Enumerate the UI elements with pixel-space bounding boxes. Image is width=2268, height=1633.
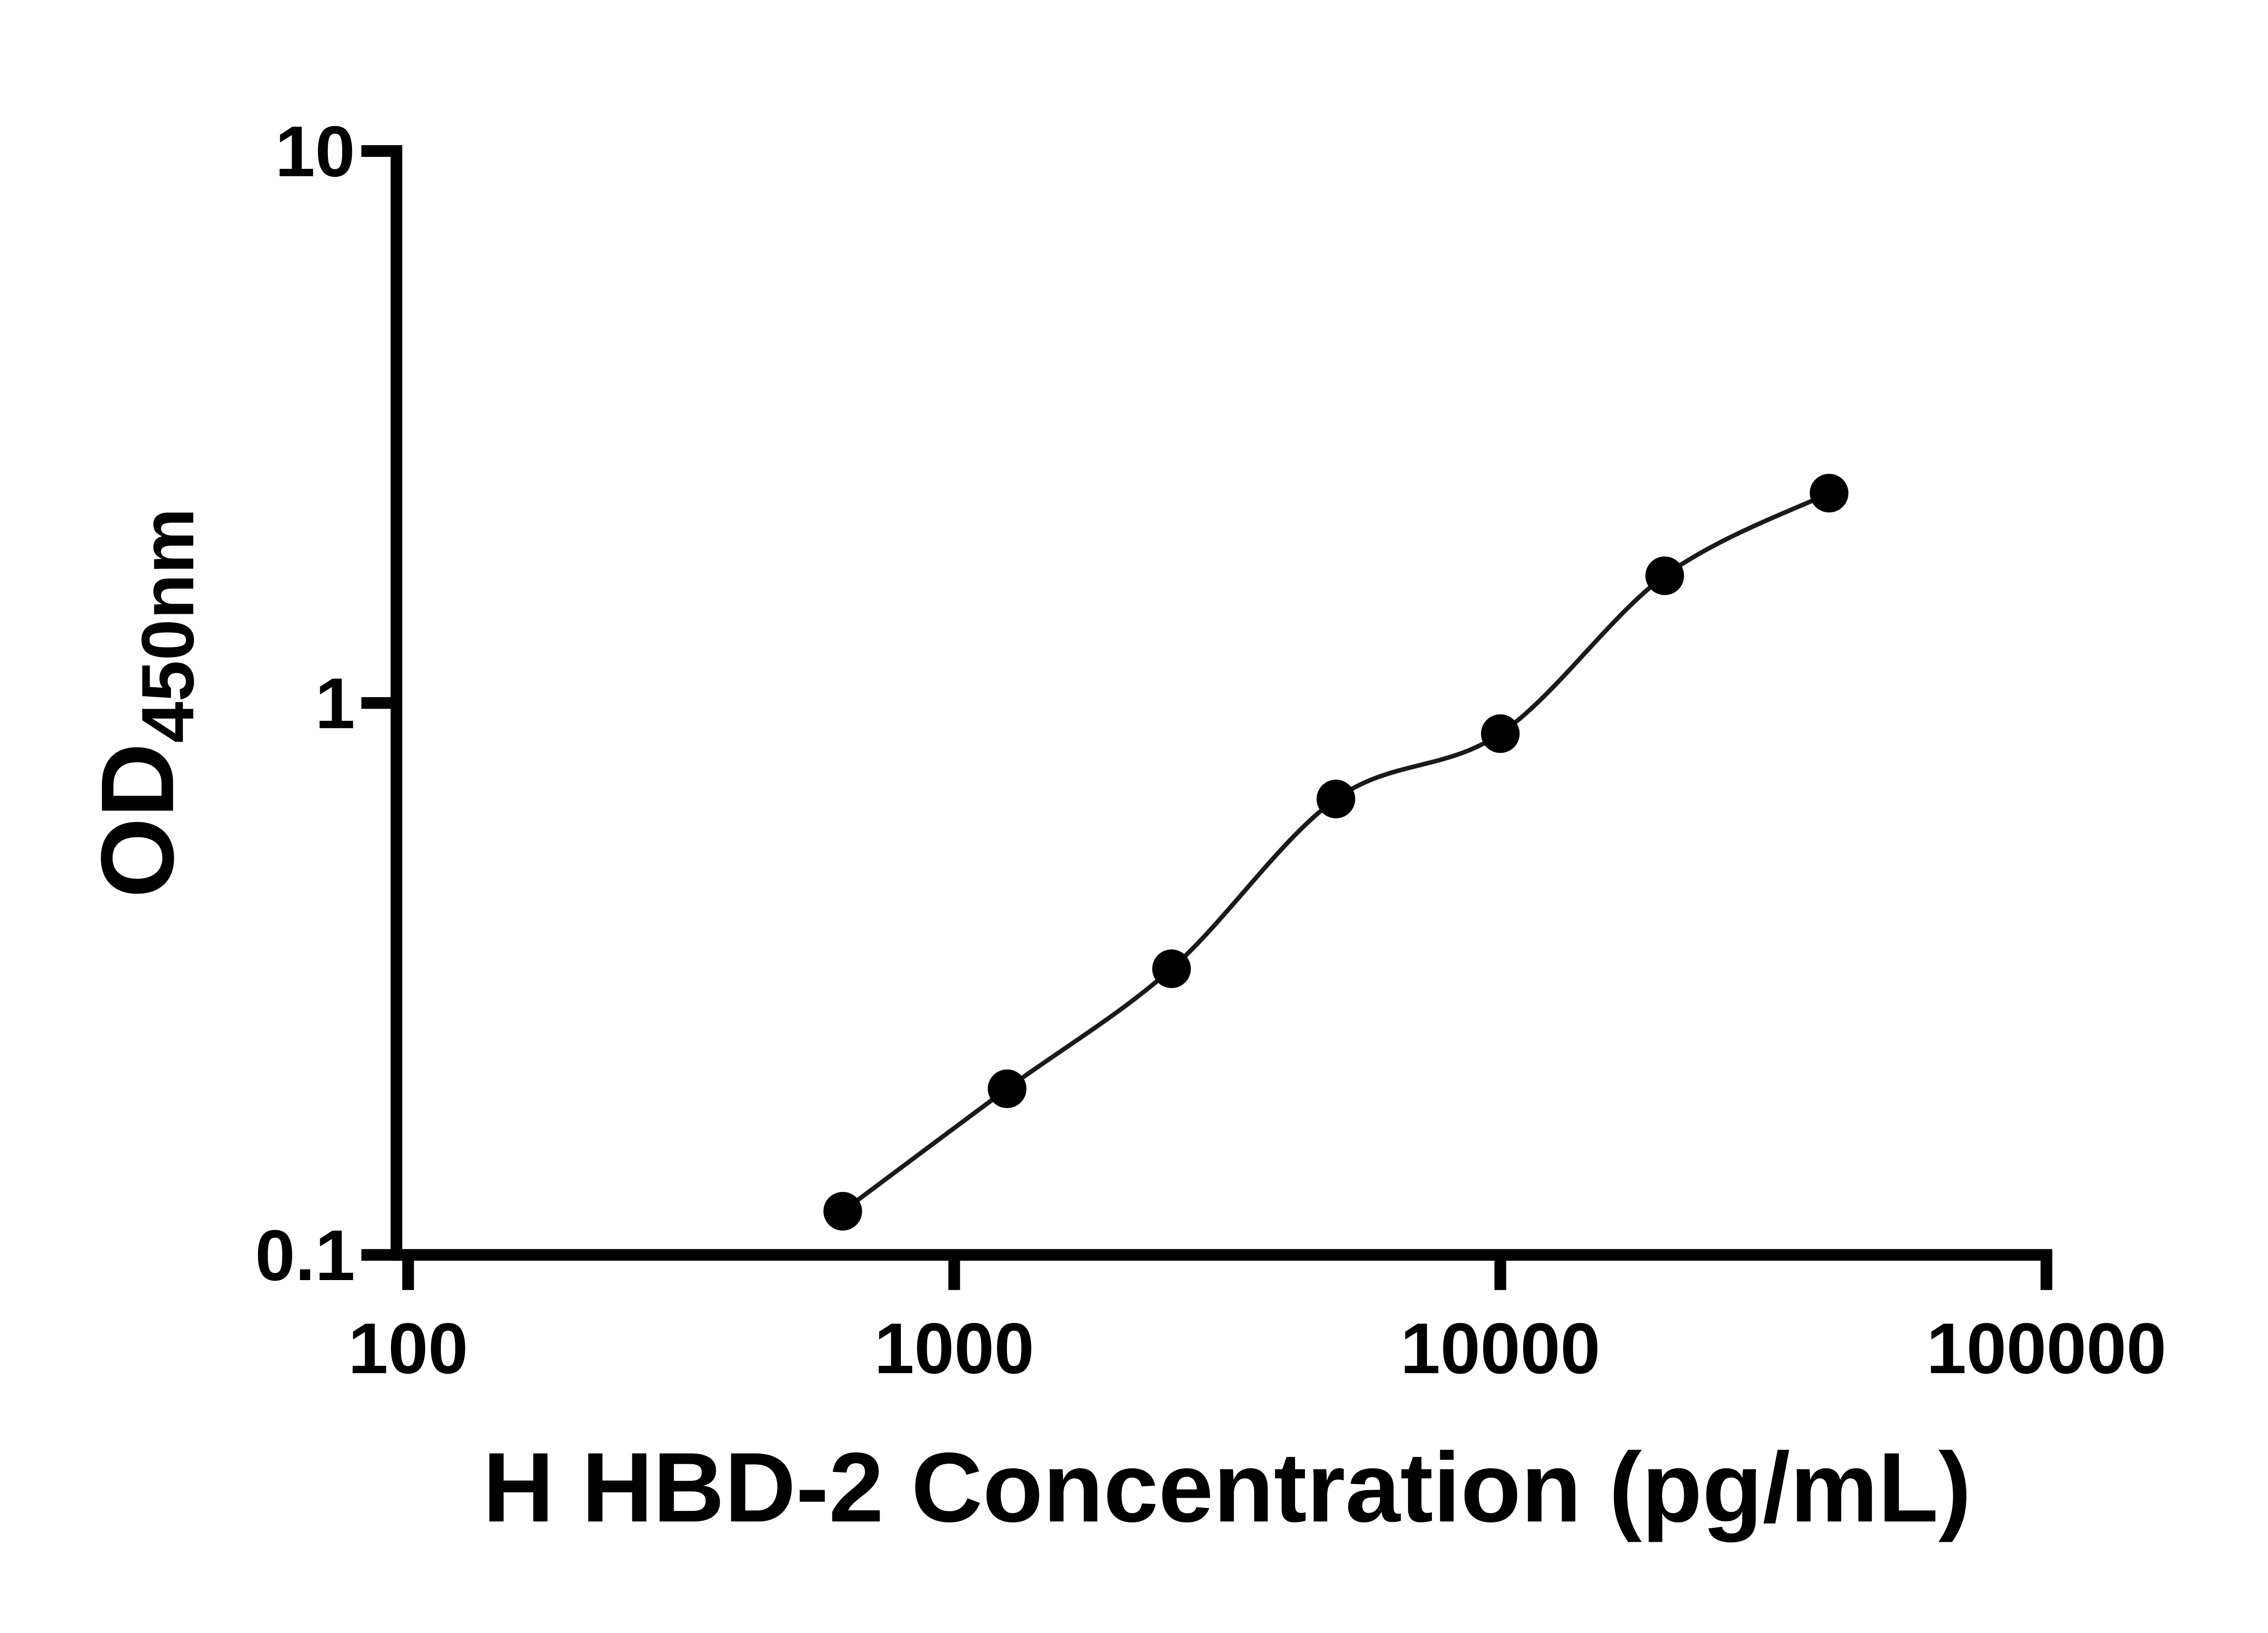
y-tick-label: 1 — [315, 663, 355, 743]
x-tick-label: 1000 — [874, 1308, 1034, 1389]
y-axis-title-main: OD — [80, 743, 195, 898]
fit-curve — [841, 491, 1830, 1213]
data-point — [1316, 779, 1355, 818]
data-point — [823, 1192, 862, 1231]
y-tick-label: 0.1 — [255, 1215, 355, 1296]
data-point — [987, 1069, 1026, 1108]
data-point — [1645, 556, 1684, 595]
y-axis-title-subscript: 450nm — [126, 508, 209, 743]
x-axis-title: H HBD-2 Concentration (pg/mL) — [483, 1433, 1971, 1543]
x-tick-label: 10000 — [1400, 1308, 1600, 1389]
plot-area: 100 1000 10000 100000 0.1 1 10 — [255, 111, 2166, 1389]
x-tick-label: 100 — [348, 1308, 468, 1389]
data-point — [1809, 474, 1849, 513]
y-tick-label: 10 — [275, 111, 355, 191]
y-axis-title: OD450nm — [80, 508, 209, 898]
data-point — [1481, 714, 1520, 753]
x-tick-label: 100000 — [1926, 1308, 2166, 1389]
data-point — [1152, 949, 1191, 988]
